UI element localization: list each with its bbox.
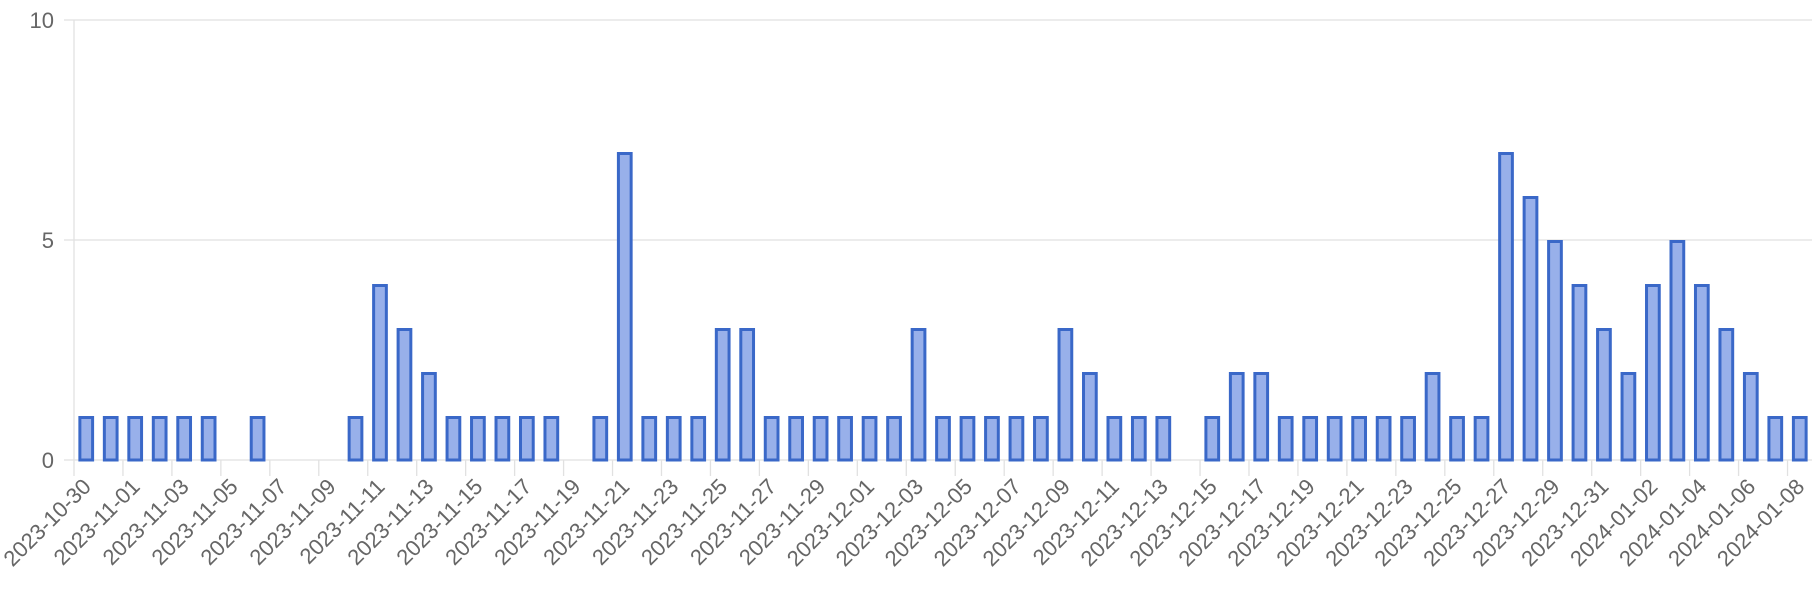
bar-2023-10-31 [102, 416, 119, 462]
bar-2023-12-27 [1498, 152, 1514, 462]
bar-2023-11-12 [396, 328, 413, 462]
bar-2023-12-15 [1204, 416, 1221, 462]
bar-2023-12-11 [1106, 416, 1123, 462]
bar-2023-12-31 [1596, 328, 1612, 462]
bar-2024-01-05 [1718, 328, 1735, 462]
bar-2023-11-03 [176, 416, 193, 462]
bar-2023-10-30 [78, 416, 95, 462]
bar-2024-01-06 [1742, 372, 1759, 462]
bar-2023-11-22 [641, 416, 658, 462]
bar-2024-01-02 [1645, 284, 1661, 462]
bar-2023-11-18 [543, 416, 560, 462]
bar-2023-12-28 [1522, 196, 1539, 462]
bar-2023-12-01 [861, 416, 878, 462]
bar-2023-11-25 [714, 328, 731, 462]
bar-2023-12-16 [1228, 372, 1245, 462]
bar-2023-12-02 [886, 416, 902, 462]
bar-2023-12-29 [1547, 240, 1563, 462]
bar-2023-12-25 [1449, 416, 1465, 462]
bar-2023-12-10 [1082, 372, 1098, 462]
bar-2023-12-18 [1277, 416, 1294, 462]
y-tick-label: 0 [42, 448, 54, 473]
bar-2023-11-13 [421, 372, 437, 462]
bar-2023-12-22 [1375, 416, 1392, 462]
y-tick-label: 5 [42, 228, 54, 253]
bar-layer [78, 152, 1808, 462]
bar-2023-11-21 [616, 152, 633, 462]
bar-2023-12-12 [1130, 416, 1147, 462]
bar-2023-12-05 [959, 416, 976, 462]
bar-2024-01-01 [1620, 372, 1637, 462]
bar-2023-11-01 [127, 416, 144, 462]
bar-2023-12-06 [984, 416, 1000, 462]
bar-2023-11-29 [812, 416, 829, 462]
bar-2023-12-07 [1008, 416, 1025, 462]
bar-2023-11-23 [665, 416, 682, 462]
bar-2023-12-23 [1400, 416, 1416, 462]
bar-2023-11-24 [690, 416, 707, 462]
bar-2023-12-21 [1351, 416, 1368, 462]
bar-2023-11-15 [470, 416, 486, 462]
bar-2023-11-20 [592, 416, 609, 462]
bar-2023-12-20 [1326, 416, 1343, 462]
bar-2023-11-17 [518, 416, 535, 462]
bar-2023-11-04 [200, 416, 217, 462]
bar-2023-11-28 [788, 416, 804, 462]
bar-2024-01-04 [1693, 284, 1710, 462]
bar-2024-01-07 [1767, 416, 1784, 462]
bar-2023-12-13 [1155, 416, 1172, 462]
bar-2023-11-30 [837, 416, 853, 462]
y-tick-label: 10 [30, 8, 54, 33]
bar-2023-12-08 [1033, 416, 1049, 462]
bar-2024-01-08 [1791, 416, 1808, 462]
bar-2023-12-19 [1302, 416, 1319, 462]
bar-2023-12-17 [1253, 372, 1270, 462]
bar-2023-12-24 [1424, 372, 1441, 462]
bar-2023-12-03 [910, 328, 927, 462]
bar-2023-12-04 [935, 416, 951, 462]
bar-2023-12-30 [1571, 284, 1588, 462]
bar-2024-01-03 [1669, 240, 1686, 462]
y-axis-labels: 0 5 10 [30, 8, 54, 473]
bar-2023-11-10 [347, 416, 364, 462]
bar-2023-12-26 [1473, 416, 1490, 462]
x-axis-labels: 2023-10-302023-11-012023-11-032023-11-05… [0, 474, 1809, 571]
bar-2023-11-27 [763, 416, 780, 462]
bar-2023-11-11 [372, 284, 388, 462]
bar-2023-11-16 [494, 416, 511, 462]
bar-2023-11-06 [249, 416, 266, 462]
bar-2023-11-02 [151, 416, 168, 462]
bar-2023-12-09 [1057, 328, 1074, 462]
bar-2023-11-26 [739, 328, 756, 462]
bar-2023-11-14 [445, 416, 462, 462]
